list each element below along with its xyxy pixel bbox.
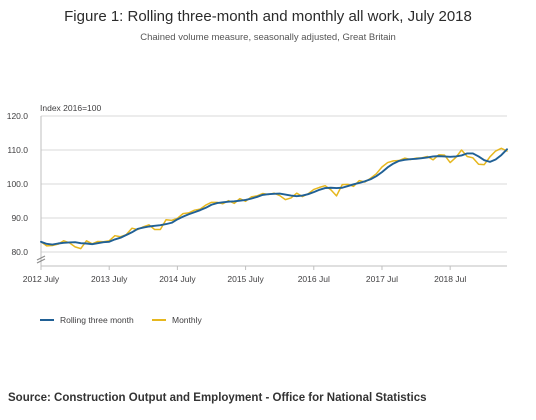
y-tick-label: 90.0 bbox=[11, 213, 28, 223]
series-line-rolling-three-month bbox=[40, 148, 508, 246]
legend-label-monthly: Monthly bbox=[172, 315, 203, 325]
y-tick-label: 80.0 bbox=[11, 247, 28, 257]
x-tick-label: 2016 Jul bbox=[298, 274, 330, 284]
x-tick-label: 2014 July bbox=[159, 274, 196, 284]
chart-title: Figure 1: Rolling three-month and monthl… bbox=[64, 8, 472, 25]
legend: Rolling three month Monthly bbox=[40, 315, 203, 325]
chart-plot: 80.0 90.0 100.0 110.0 120.0 2012 July 2013 Jul… bbox=[7, 103, 508, 325]
series-line-monthly bbox=[40, 147, 508, 250]
x-tick-label: 2015 July bbox=[227, 274, 264, 284]
y-tick-label: 120.0 bbox=[7, 111, 29, 121]
y-tick-label: 100.0 bbox=[7, 179, 29, 189]
series-lines bbox=[40, 147, 508, 250]
legend-label-rolling-three-month: Rolling three month bbox=[60, 315, 134, 325]
source-note: Source: Construction Output and Employme… bbox=[8, 392, 427, 404]
axes: 80.0 90.0 100.0 110.0 120.0 2012 July 2013 Jul… bbox=[7, 111, 507, 284]
axis-break-mark bbox=[36, 258, 46, 264]
x-tick-label: 2018 Jul bbox=[434, 274, 466, 284]
x-tick-label: 2017 Jul bbox=[366, 274, 398, 284]
axis-break-mark bbox=[36, 255, 46, 261]
y-axis-label: Index 2016=100 bbox=[40, 103, 101, 113]
gridlines bbox=[41, 115, 507, 253]
y-tick-label: 110.0 bbox=[7, 145, 28, 155]
chart-subtitle: Chained volume measure, seasonally adjus… bbox=[140, 32, 396, 43]
x-tick-label: 2013 July bbox=[91, 274, 128, 284]
x-tick-label: 2012 July bbox=[23, 274, 60, 284]
